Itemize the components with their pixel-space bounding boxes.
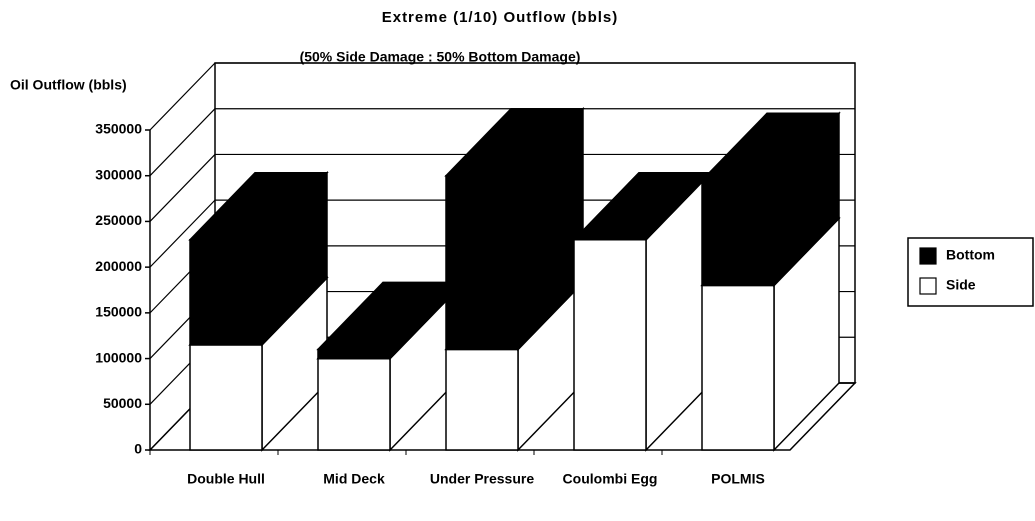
bar: [445, 348, 519, 451]
bar-top: [188, 171, 329, 241]
bar: [701, 179, 775, 287]
legend-swatch: [919, 277, 937, 295]
grid-line: [149, 199, 216, 268]
grid-line: [149, 108, 216, 177]
bar: [189, 344, 263, 451]
bar: [445, 174, 519, 351]
x-tick-label: Under Pressure: [430, 471, 534, 487]
y-axis-label: Oil Outflow (bbls): [10, 77, 127, 93]
legend-label: Side: [946, 277, 976, 293]
y-tick-label: 150000: [95, 304, 142, 320]
y-tick-label: 50000: [103, 395, 142, 411]
bar: [573, 238, 647, 451]
chart-title: Extreme (1/10) Outflow (bbls): [382, 9, 619, 26]
grid-line: [149, 154, 216, 222]
bar-top: [700, 112, 841, 182]
legend-label: Bottom: [946, 247, 995, 263]
bar: [701, 284, 775, 451]
y-tick-label: 100000: [95, 349, 142, 365]
x-tick-label: POLMIS: [711, 471, 765, 487]
chart-subtitle: (50% Side Damage : 50% Bottom Damage): [300, 49, 581, 65]
y-tick-label: 200000: [95, 258, 142, 274]
bar: [317, 357, 391, 451]
x-tick-label: Double Hull: [187, 471, 265, 487]
x-tick-label: Coulombi Egg: [563, 471, 658, 487]
y-tick-label: 0: [134, 441, 142, 457]
legend-swatch: [919, 247, 937, 265]
y-tick-label: 250000: [95, 212, 142, 228]
grid-line: [149, 62, 216, 131]
y-tick-label: 350000: [95, 121, 142, 137]
bar: [317, 348, 391, 360]
y-tick-label: 300000: [95, 166, 142, 182]
x-tick-label: Mid Deck: [323, 471, 385, 487]
bar-top: [444, 107, 585, 177]
bar: [189, 238, 263, 346]
